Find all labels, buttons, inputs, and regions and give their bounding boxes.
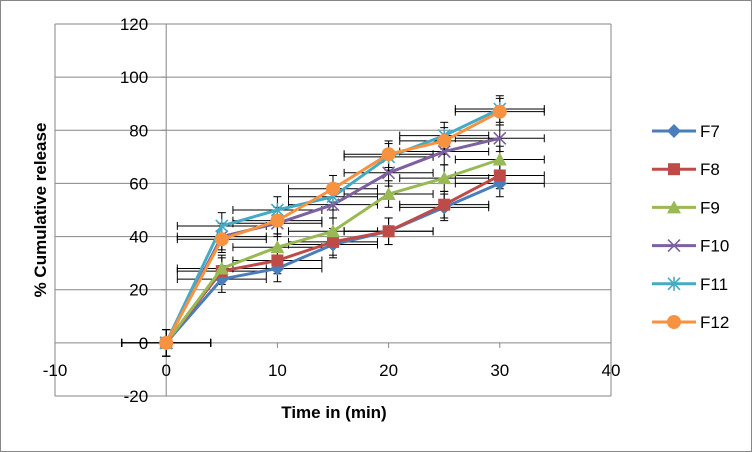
gridlines [54,23,612,397]
marker-stroke [437,144,451,159]
legend-entry-f11: F11 [652,275,728,294]
x-axis-title: Time in (min) [281,403,386,422]
data-point-f8 [271,254,284,267]
legend-entry-f9: F9 [652,198,720,217]
y-axis-title: % Cumulative release [31,123,50,298]
data-point-f12 [270,213,285,228]
data-point-f12 [437,133,452,148]
legend-label-f10: F10 [700,237,729,256]
x-tick-label: -10 [43,361,68,380]
x-tick-label: 40 [602,361,621,380]
series-f9 [159,152,507,349]
data-point-f11 [215,218,229,233]
y-tick-label: 80 [129,121,148,140]
legend-label-f9: F9 [700,198,720,217]
data-point-f8 [382,225,395,238]
data-series [159,102,507,350]
legend-marker-f10 [667,239,681,253]
marker-stroke [667,239,681,253]
legend-marker-f9 [667,200,681,214]
data-point-f9 [326,224,340,238]
legend-marker-f12 [667,315,681,329]
data-point-f12 [492,104,507,119]
legend-entry-f12: F12 [652,313,729,332]
y-tick-label: 0 [139,334,148,353]
legend-label-f11: F11 [700,275,728,294]
x-tick-label: 30 [490,361,509,380]
legend: F7 F8 F9 F10 F11 F12 [652,122,729,332]
data-point-f12 [381,147,396,162]
y-tick-label: 120 [120,15,148,34]
y-tick-label: 40 [129,228,148,247]
data-point-f12 [326,181,340,196]
x-tick-label: 0 [161,361,170,380]
tick-labels: -20 0 20 40 60 80 100 120 -10 0 10 20 30 40 [43,15,621,406]
legend-entry-f8: F8 [652,160,720,179]
legend-entry-f7: F7 [652,122,720,141]
legend-entry-f10: F10 [652,237,729,256]
x-tick-label: 20 [379,361,398,380]
data-point-f9 [437,171,452,185]
series-f12 [159,104,507,350]
legend-label-f7: F7 [700,122,720,141]
data-point-f12 [214,232,229,247]
data-point-f12 [159,335,174,350]
x-tick-label: 10 [268,361,287,380]
y-tick-label: 20 [129,281,148,300]
data-point-f9 [492,152,507,166]
data-point-f8 [493,169,506,182]
data-point-f10 [437,144,451,159]
legend-marker-f8 [668,163,680,176]
marker-stroke [382,166,396,180]
data-point-f9 [214,261,229,275]
data-point-f8 [327,235,339,248]
legend-marker-f7 [667,124,681,138]
marker-stroke [493,131,507,145]
data-point-f10 [493,131,507,145]
y-tick-label: 60 [129,174,148,193]
data-point-f9 [270,240,285,254]
data-point-f9 [381,187,396,201]
legend-label-f8: F8 [700,160,720,179]
data-point-f8 [438,198,451,211]
y-tick-label: -20 [124,387,149,406]
legend-label-f12: F12 [700,313,729,332]
legend-marker-f11 [667,276,681,291]
data-point-f10 [382,166,396,180]
y-tick-label: 100 [120,68,148,87]
